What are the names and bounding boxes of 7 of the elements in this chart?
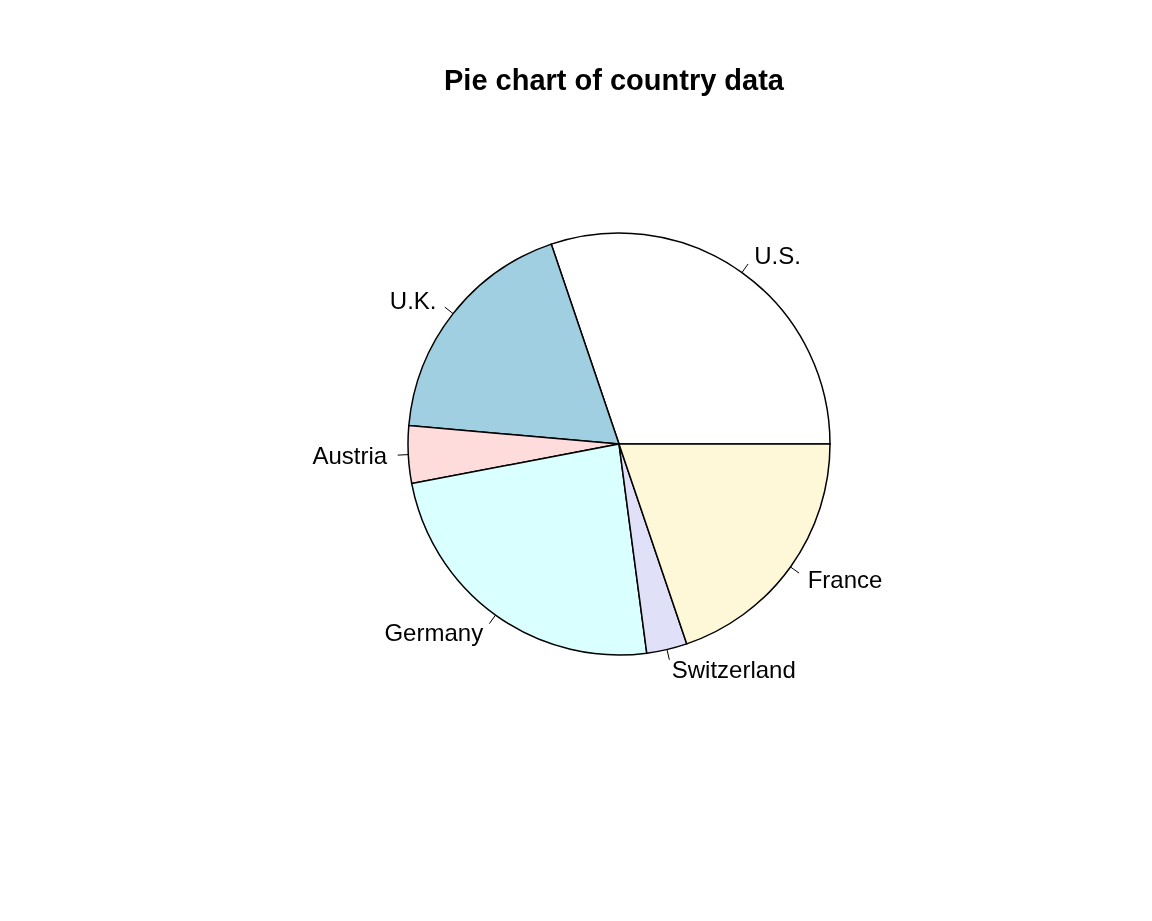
- slice-label: Austria: [312, 442, 388, 470]
- chart-title: Pie chart of country data: [443, 64, 785, 97]
- slice-label: Switzerland: [671, 656, 796, 684]
- slice-label: Germany: [384, 618, 484, 646]
- slice-label: France: [807, 565, 883, 593]
- slice-label: U.S.: [754, 241, 801, 269]
- slice-label: U.K.: [389, 286, 437, 314]
